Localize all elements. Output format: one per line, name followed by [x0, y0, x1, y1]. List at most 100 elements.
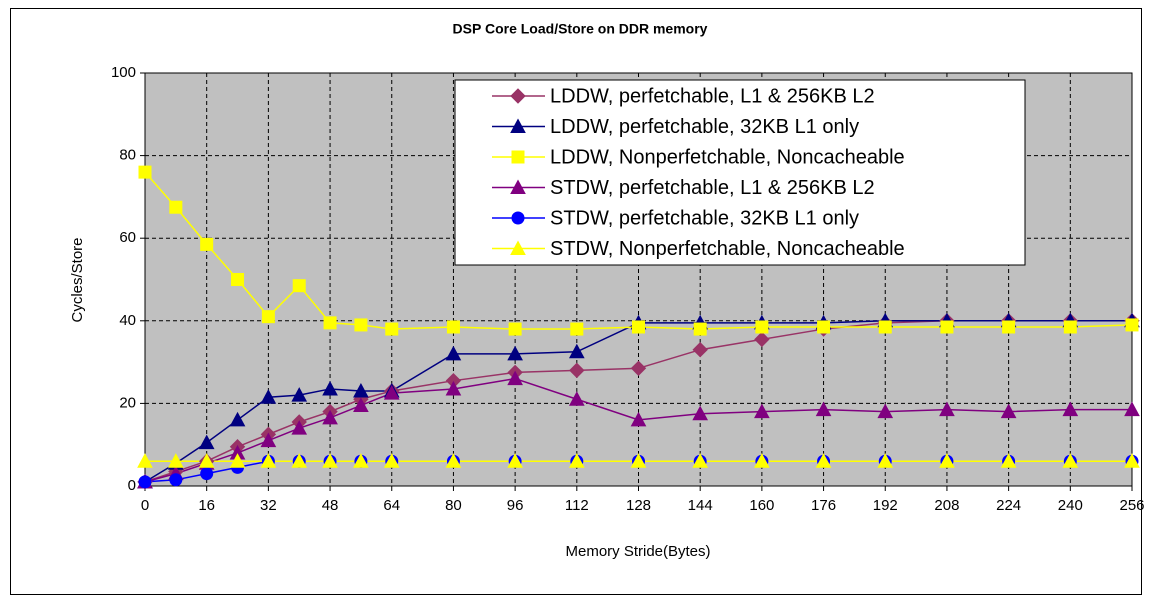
- marker: [692, 342, 708, 358]
- marker: [260, 389, 277, 404]
- marker: [692, 405, 709, 421]
- marker: [291, 387, 308, 402]
- plot-border: [144, 72, 1133, 487]
- marker: [1125, 318, 1139, 332]
- marker: [755, 320, 769, 334]
- marker: [754, 403, 770, 419]
- marker: [445, 380, 462, 396]
- marker: [940, 320, 954, 334]
- y-tick-label: 80: [119, 147, 136, 164]
- x-tick-label: 48: [322, 497, 339, 514]
- marker: [568, 343, 585, 359]
- marker: [354, 318, 368, 332]
- marker: [878, 320, 892, 334]
- marker: [445, 453, 462, 468]
- marker: [322, 453, 338, 468]
- marker: [570, 322, 584, 336]
- marker: [877, 403, 894, 419]
- marker: [630, 411, 647, 427]
- y-tick-label: 60: [119, 229, 136, 246]
- marker: [815, 401, 832, 417]
- y-tick-label: 40: [119, 312, 136, 329]
- marker: [630, 453, 647, 468]
- marker: [630, 360, 647, 377]
- marker: [445, 345, 462, 361]
- marker: [817, 320, 831, 334]
- marker: [138, 165, 152, 179]
- marker: [137, 453, 153, 468]
- marker: [507, 370, 523, 386]
- y-tick-label: 0: [128, 477, 136, 494]
- legend-marker: [510, 88, 526, 104]
- legend-marker: [511, 211, 525, 225]
- marker: [169, 473, 183, 487]
- marker: [939, 401, 955, 417]
- marker: [198, 453, 215, 468]
- marker: [507, 345, 523, 361]
- marker: [1000, 453, 1017, 468]
- marker: [446, 320, 460, 334]
- x-tick-label: 208: [934, 497, 959, 514]
- marker: [939, 453, 955, 468]
- legend-label: LDDW, perfetchable, L1 & 256KB L2: [550, 85, 875, 107]
- marker: [169, 200, 183, 214]
- marker: [1062, 401, 1079, 417]
- x-tick-label: 112: [565, 497, 589, 514]
- x-axis-label: Memory Stride(Bytes): [565, 543, 710, 560]
- marker: [385, 322, 399, 336]
- legend-box: [454, 79, 1026, 266]
- marker: [260, 453, 277, 468]
- marker: [323, 316, 337, 330]
- y-tick-label: 20: [119, 394, 136, 411]
- marker: [229, 411, 246, 427]
- x-tick-label: 64: [383, 497, 400, 514]
- marker: [754, 453, 770, 468]
- legend-marker: [510, 118, 526, 133]
- x-tick-label: 96: [507, 497, 524, 514]
- marker: [261, 310, 275, 324]
- legend-label: LDDW, perfetchable, 32KB L1 only: [550, 116, 859, 138]
- marker: [1062, 453, 1079, 468]
- legend-label: STDW, perfetchable, 32KB L1 only: [550, 207, 859, 229]
- marker: [568, 391, 585, 406]
- marker: [322, 380, 338, 396]
- marker: [260, 432, 277, 448]
- x-tick-label: 16: [198, 497, 215, 514]
- marker: [568, 453, 585, 468]
- marker: [877, 453, 894, 468]
- x-tick-label: 144: [688, 497, 713, 514]
- marker: [291, 420, 308, 435]
- marker: [1002, 320, 1016, 334]
- marker: [632, 320, 645, 334]
- marker: [1124, 453, 1140, 468]
- marker: [1000, 403, 1017, 419]
- marker: [353, 382, 369, 398]
- marker: [292, 279, 306, 293]
- x-tick-label: 192: [873, 497, 898, 514]
- x-tick-label: 32: [260, 497, 277, 514]
- legend-label: STDW, perfetchable, L1 & 256KB L2: [550, 177, 875, 199]
- marker: [383, 385, 400, 400]
- chart-title: DSP Core Load/Store on DDR memory: [453, 21, 708, 37]
- marker: [754, 331, 770, 348]
- x-tick-label: 224: [996, 497, 1021, 514]
- marker: [168, 453, 184, 468]
- x-tick-label: 0: [141, 497, 149, 514]
- marker: [229, 453, 246, 468]
- marker: [200, 467, 214, 481]
- marker: [231, 273, 245, 286]
- legend-label: LDDW, Nonperfetchable, Noncacheable: [550, 146, 905, 168]
- x-tick-label: 240: [1058, 497, 1083, 514]
- marker: [569, 362, 585, 379]
- marker: [200, 237, 214, 251]
- marker: [508, 322, 522, 336]
- marker: [693, 322, 707, 336]
- marker: [291, 453, 308, 468]
- y-tick-label: 100: [111, 64, 136, 81]
- x-tick-label: 80: [445, 497, 462, 514]
- legend-label: STDW, Nonperfetchable, Noncacheable: [550, 238, 905, 260]
- marker: [1063, 320, 1077, 334]
- marker: [692, 453, 709, 468]
- marker: [322, 409, 338, 425]
